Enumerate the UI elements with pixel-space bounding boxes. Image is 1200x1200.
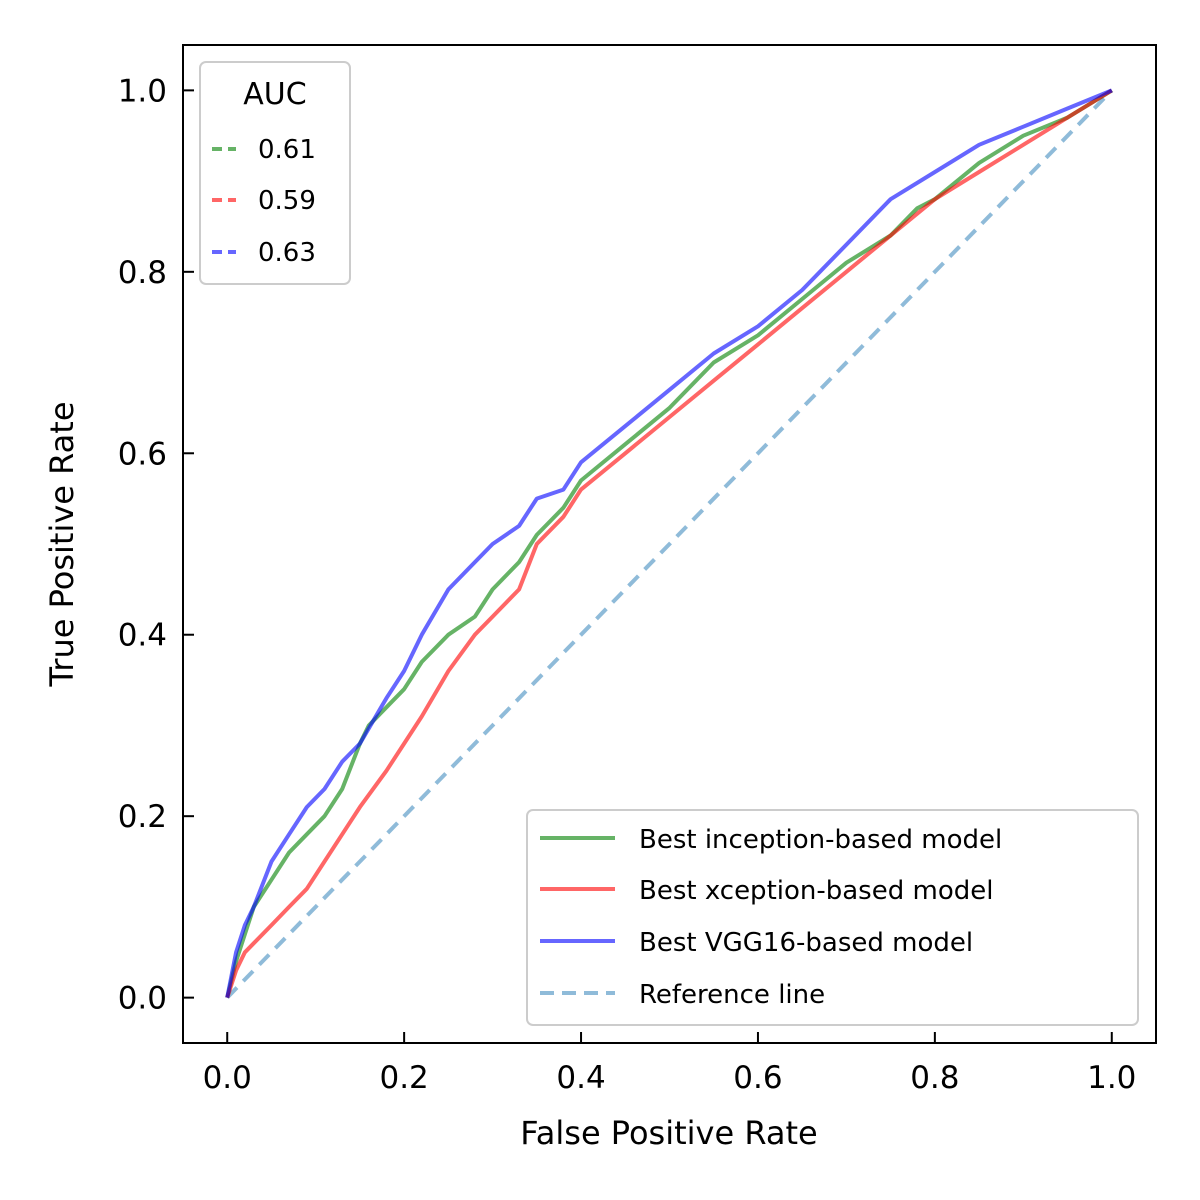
model-legend-box (526, 809, 1139, 1026)
auc-legend-box (199, 61, 351, 285)
axis-ticks: 0.0 0.2 0.4 0.6 0.8 1.0 0.0 0.2 0.4 0.6 0.8 1.0 (118, 73, 1137, 1096)
y-axis-title: True Positive Rate (43, 401, 81, 687)
series-line-reference-line (225, 89, 1114, 999)
x-tick-label: 0.2 (379, 1060, 428, 1096)
series-line-best-inception-based-model (225, 88, 1113, 999)
curve-layer (225, 88, 1114, 999)
x-tick-label: 0.4 (556, 1060, 605, 1096)
x-tick-label: 0.0 (203, 1060, 252, 1096)
y-tick-label: 0.0 (118, 981, 167, 1017)
x-tick-label: 0.8 (910, 1060, 959, 1096)
y-tick-label: 0.6 (118, 436, 167, 472)
series-line-best-xception-based-model (225, 88, 1113, 999)
model-legend: Best inception-based model Best xception… (526, 809, 1139, 1026)
auc-legend: AUC 0.61 0.59 0.63 (199, 61, 351, 285)
plot-area-frame (182, 44, 1157, 1044)
auc-legend-title: AUC (243, 77, 306, 112)
x-tick-label: 1.0 (1087, 1060, 1136, 1096)
model-legend-entry-reference: Reference line (639, 980, 825, 1010)
model-legend-entry-vgg16: Best VGG16-based model (639, 928, 973, 958)
y-tick-label: 1.0 (118, 73, 167, 109)
x-tick-label: 0.6 (733, 1060, 782, 1096)
auc-legend-entry-inception: 0.61 (258, 135, 316, 165)
model-legend-entry-xception: Best xception-based model (639, 876, 993, 906)
y-tick-label: 0.4 (118, 618, 167, 654)
auc-legend-entry-xception: 0.59 (258, 186, 316, 216)
series-line-best-vgg16-based-model (225, 88, 1113, 998)
x-axis-title: False Positive Rate (520, 1114, 817, 1152)
model-legend-entry-inception: Best inception-based model (639, 825, 1002, 855)
y-tick-label: 0.2 (118, 799, 167, 835)
auc-legend-entry-vgg16: 0.63 (258, 238, 316, 268)
y-tick-label: 0.8 (118, 255, 167, 291)
